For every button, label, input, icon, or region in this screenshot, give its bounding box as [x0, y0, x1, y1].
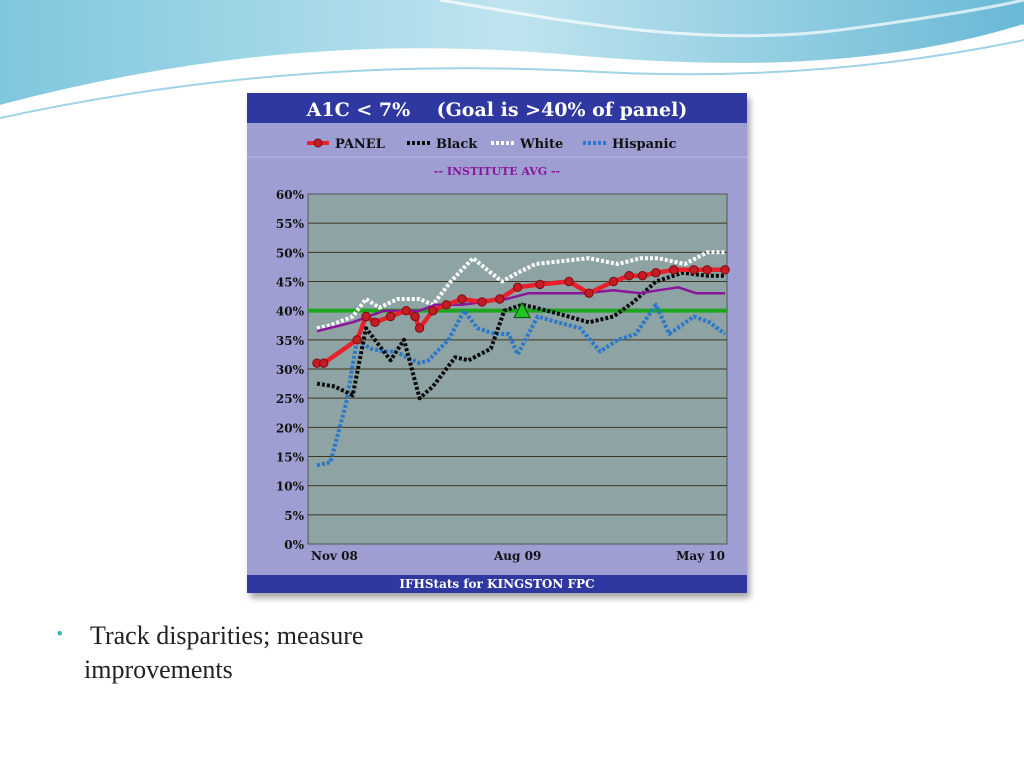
- legend-marker-panel: [313, 138, 323, 148]
- panel-point: [535, 279, 545, 290]
- slide-wave-decoration: [0, 0, 1024, 119]
- panel-point: [512, 282, 523, 293]
- legend-label-panel: PANEL: [335, 137, 385, 152]
- y-tick-label: 50%: [276, 246, 305, 260]
- y-tick-label: 10%: [276, 480, 305, 494]
- x-axis-ticks: Nov 08 Aug 09 May 10: [311, 549, 725, 563]
- panel-point: [495, 294, 505, 304]
- legend-label-white: White: [519, 137, 563, 152]
- panel-point: [637, 270, 648, 281]
- y-axis-ticks: 0% 5% 10% 15% 20% 25% 30% 35% 40% 45% 50% 55% 60%: [276, 188, 305, 552]
- legend-label-black: Black: [436, 137, 478, 152]
- panel-point: [428, 305, 438, 316]
- panel-point: [401, 305, 411, 316]
- panel-point: [651, 268, 661, 278]
- footer-banner: [247, 575, 747, 593]
- series-hispanic: [316, 302, 727, 468]
- bullet-text: Track disparities; measure improvements: [84, 621, 364, 684]
- x-tick-label: Nov 08: [311, 549, 358, 563]
- panel-point: [414, 323, 425, 333]
- x-tick-label: Aug 09: [493, 549, 541, 563]
- y-tick-label: 15%: [276, 451, 305, 465]
- chart-footer: IFHStats for KINGSTON FPC: [399, 577, 594, 591]
- y-tick-label: 25%: [276, 392, 305, 406]
- chart-title: A1C < 7% (Goal is >40% of panel): [306, 99, 688, 121]
- series-institute-avg: [316, 286, 725, 333]
- y-tick-label: 30%: [276, 363, 305, 377]
- panel-point: [441, 300, 452, 310]
- a1c-line-chart: A1C < 7% (Goal is >40% of panel) PANEL B…: [247, 93, 747, 593]
- a1c-chart-card: A1C < 7% (Goal is >40% of panel) PANEL B…: [247, 93, 747, 593]
- panel-point: [477, 297, 487, 307]
- y-tick-label: 35%: [276, 334, 305, 348]
- bullet-marker: •: [55, 624, 65, 643]
- series-white: [316, 250, 725, 331]
- legend-label-hispanic: Hispanic: [612, 137, 676, 152]
- y-tick-label: 5%: [284, 509, 304, 523]
- y-tick-label: 45%: [276, 276, 305, 290]
- panel-point: [584, 288, 594, 298]
- panel-point: [410, 311, 420, 322]
- panel-point: [624, 270, 634, 281]
- y-tick-label: 60%: [276, 188, 305, 202]
- panel-point: [457, 294, 467, 304]
- panel-point: [361, 311, 371, 322]
- panel-point: [608, 276, 619, 287]
- y-tick-label: 20%: [276, 421, 305, 435]
- panel-point: [318, 358, 329, 368]
- y-tick-label: 0%: [284, 538, 304, 552]
- title-banner: [247, 93, 747, 123]
- series-black: [316, 270, 725, 401]
- legend: PANEL Black White Hispanic: [307, 137, 676, 152]
- y-tick-label: 40%: [276, 305, 305, 319]
- goal-triangle-marker: [513, 301, 531, 319]
- panel-point: [720, 265, 730, 275]
- y-tick-label: 55%: [276, 217, 305, 231]
- panel-point: [669, 265, 679, 275]
- panel-point: [564, 276, 574, 287]
- series-lines: [312, 250, 730, 468]
- panel-point: [352, 335, 362, 345]
- panel-point: [385, 311, 396, 322]
- x-tick-label: May 10: [676, 549, 725, 563]
- panel-point: [689, 265, 699, 275]
- panel-point: [370, 317, 380, 328]
- institute-avg-label: -- INSTITUTE AVG --: [434, 165, 560, 178]
- panel-point: [702, 265, 712, 275]
